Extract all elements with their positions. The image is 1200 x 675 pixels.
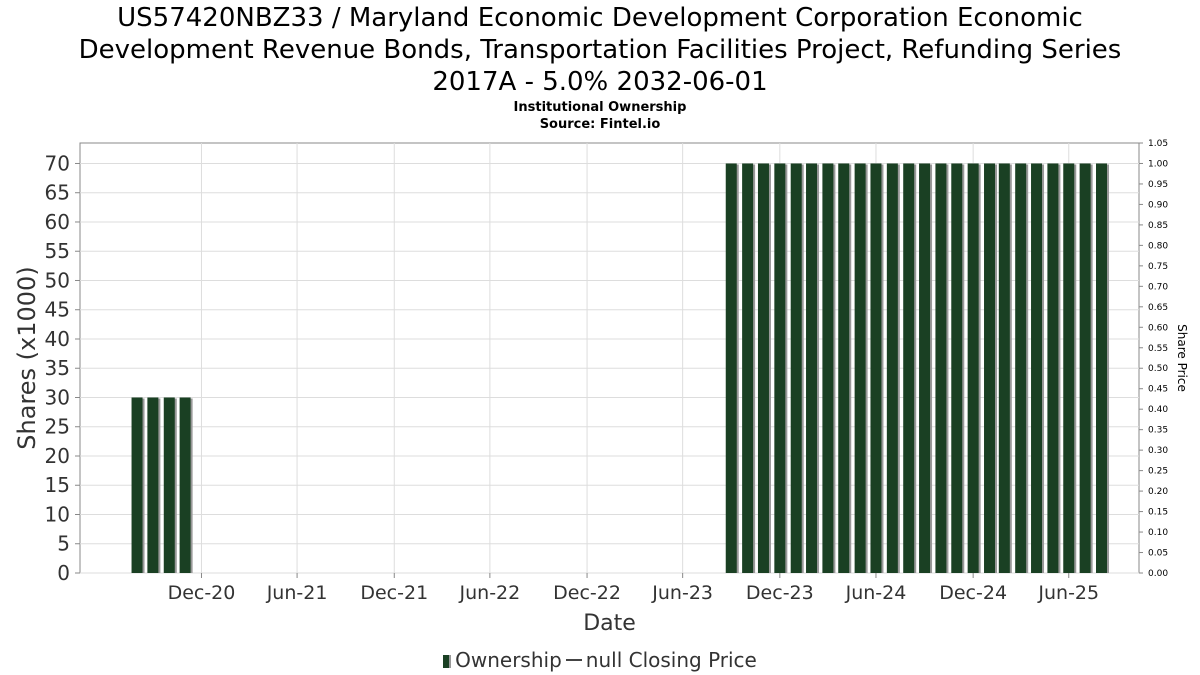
legend-price-label: null Closing Price [585,648,757,672]
y2-tick-label: 0.95 [1148,180,1168,190]
chart-source: Source: Fintel.io [539,117,661,132]
y2-tick-label: 1.00 [1148,159,1168,169]
x-axis-title: Date [583,611,636,636]
ownership-bar [1015,163,1027,573]
y2-tick-label: 0.70 [1148,282,1168,292]
x-tick-label: Jun-24 [845,582,907,604]
legend-price-line [565,659,582,661]
chart-title-line-1: US57420NBZ33 / Maryland Economic Develop… [117,3,1083,33]
ownership-bar [951,163,963,573]
y-tick-label: 35 [45,356,70,380]
chart-title-line-2: Development Revenue Bonds, Transportatio… [78,35,1122,65]
chart-subtitle: Institutional Ownership [513,100,687,115]
y2-tick-label: 0.60 [1148,323,1168,333]
x-tick-label: Dec-22 [553,582,621,604]
y-tick-label: 20 [45,444,70,468]
y2-tick-label: 0.65 [1148,303,1168,313]
y2-tick-label: 0.75 [1148,262,1168,272]
ownership-bar [870,163,882,573]
y-tick-label: 70 [45,151,70,175]
ownership-bar [903,163,915,573]
ownership-bar [1095,163,1107,573]
ownership-bar [838,163,850,573]
y-tick-label: 55 [45,239,70,263]
ownership-bar [806,163,818,573]
y-tick-label: 10 [45,502,70,526]
legend: Ownership null Closing Price [0,648,1200,672]
y2-tick-label: 0.55 [1148,344,1168,354]
ownership-bar [1031,163,1043,573]
y2-tick-label: 0.20 [1148,487,1168,497]
ownership-bar [147,397,159,573]
chart-title: US57420NBZ33 / Maryland Economic Develop… [0,2,1200,98]
ownership-bar [774,163,786,573]
y2-tick-label: 0.40 [1148,405,1168,415]
ownership-bar [131,397,143,573]
y-tick-label: 65 [45,181,70,205]
y2-axis-title: Share Price [1175,324,1189,392]
y-tick-label: 60 [45,210,70,234]
y2-tick-label: 0.50 [1148,364,1168,374]
x-tick-label: Jun-21 [266,582,328,604]
ownership-bar [822,163,834,573]
y2-tick-label: 0.25 [1148,467,1168,477]
y2-tick-label: 0.90 [1148,200,1168,210]
y2-tick-label: 0.10 [1148,528,1168,538]
ownership-bar [886,163,898,573]
y-tick-label: 40 [45,327,70,351]
y-tick-label: 0 [57,561,70,585]
ownership-bar [1047,163,1059,573]
y-tick-label: 45 [45,298,70,322]
ownership-bar [984,163,996,573]
x-tick-label: Dec-24 [939,582,1007,604]
x-tick-label: Dec-23 [746,582,814,604]
y2-tick-label: 0.80 [1148,241,1168,251]
y2-tick-label: 0.00 [1148,569,1168,579]
ownership-bar [742,163,754,573]
y2-tick-label: 0.35 [1148,426,1168,436]
x-tick-label: Jun-22 [459,582,521,604]
ownership-bar [179,397,191,573]
chart-title-line-3: 2017A - 5.0% 2032-06-01 [432,67,768,97]
y-tick-label: 15 [45,473,70,497]
legend-ownership-swatch [443,655,452,668]
ownership-bar [1063,163,1075,573]
y2-tick-label: 0.05 [1148,549,1168,559]
y2-tick-label: 0.45 [1148,385,1168,395]
ownership-bar [998,163,1010,573]
legend-ownership-label: Ownership [455,648,562,672]
ownership-bar [967,163,979,573]
y2-tick-label: 0.15 [1148,508,1168,518]
y2-tick-label: 0.30 [1148,446,1168,456]
y-tick-label: 30 [45,385,70,409]
ownership-bar [1079,163,1091,573]
ownership-bar [935,163,947,573]
x-tick-label: Jun-23 [651,582,713,604]
ownership-bar [854,163,866,573]
y-tick-label: 5 [57,532,70,556]
ownership-bar [757,163,769,573]
ownership-bar [919,163,931,573]
ownership-bar [725,163,737,573]
x-tick-label: Jun-25 [1037,582,1099,604]
x-tick-label: Dec-20 [168,582,236,604]
ownership-bar [163,397,175,573]
y2-tick-label: 1.05 [1148,139,1168,149]
y2-tick-label: 0.85 [1148,221,1168,231]
y-tick-label: 50 [45,268,70,292]
x-tick-label: Dec-21 [360,582,428,604]
y-tick-label: 25 [45,415,70,439]
ownership-chart: 0 5 10 15 20 25 30 35 40 45 50 55 60 65 70 0.00 0.05 0.10… [13,139,1189,636]
y-axis-title: Shares (x1000) [13,266,41,449]
ownership-bar [790,163,802,573]
